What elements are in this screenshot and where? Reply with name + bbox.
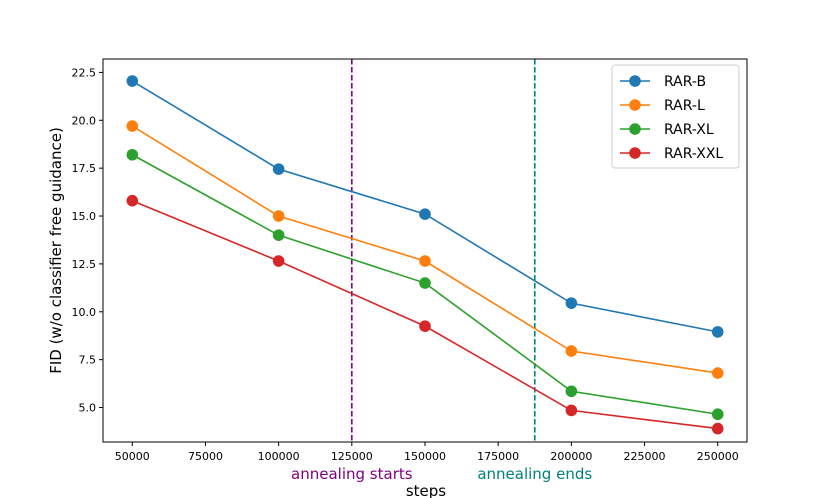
legend-item: RAR-XXL bbox=[620, 146, 723, 162]
data-point bbox=[565, 345, 578, 357]
x-axis-label: steps bbox=[406, 482, 446, 498]
plot-area: annealing starts annealing ends bbox=[126, 59, 724, 483]
data-point bbox=[272, 255, 285, 267]
y-tick-label: 22.5 bbox=[72, 66, 97, 79]
legend-item: RAR-B bbox=[620, 74, 706, 90]
data-point bbox=[272, 163, 285, 175]
legend-label: RAR-L bbox=[664, 98, 705, 114]
legend-marker bbox=[629, 123, 641, 135]
legend-item: RAR-L bbox=[620, 98, 705, 114]
data-point bbox=[419, 208, 431, 220]
y-tick-label: 7.5 bbox=[79, 354, 97, 367]
legend: RAR-B RAR-L RAR-XL RAR-XXL bbox=[611, 64, 740, 169]
y-tick-label: 12.5 bbox=[72, 258, 97, 271]
data-point bbox=[565, 297, 578, 309]
x-tick-label: 200000 bbox=[550, 450, 592, 463]
x-axis: 50000 75000 100000 125000 150000 175000 200000… bbox=[115, 442, 739, 463]
data-point bbox=[711, 326, 724, 338]
data-point bbox=[126, 120, 139, 132]
data-point bbox=[711, 408, 724, 421]
data-point bbox=[272, 210, 285, 222]
x-tick-label: 125000 bbox=[331, 450, 373, 463]
x-tick-label: 150000 bbox=[404, 450, 446, 463]
x-tick-label: 225000 bbox=[624, 450, 666, 463]
data-point bbox=[126, 75, 139, 87]
data-point bbox=[126, 194, 139, 207]
data-point bbox=[565, 385, 578, 398]
data-point bbox=[711, 422, 724, 435]
data-point bbox=[419, 277, 431, 289]
x-tick-label: 100000 bbox=[258, 450, 300, 463]
x-tick-label: 175000 bbox=[477, 450, 519, 463]
series-rar-l bbox=[126, 120, 724, 379]
y-axis-label: FID (w/o classifier free guidance) bbox=[47, 127, 65, 374]
data-point bbox=[419, 320, 431, 332]
y-tick-label: 17.5 bbox=[72, 162, 97, 175]
annotation-label: annealing starts bbox=[291, 465, 413, 483]
legend-label: RAR-XL bbox=[664, 122, 714, 138]
y-tick-label: 10.0 bbox=[72, 306, 97, 319]
x-tick-label: 75000 bbox=[188, 450, 223, 463]
x-tick-label: 250000 bbox=[697, 450, 739, 463]
data-point bbox=[272, 229, 285, 241]
legend-marker bbox=[629, 75, 641, 87]
x-tick-label: 50000 bbox=[115, 450, 150, 463]
series-rar-xxl bbox=[126, 194, 724, 435]
legend-label: RAR-XXL bbox=[664, 146, 723, 162]
legend-item: RAR-XL bbox=[620, 122, 714, 138]
legend-marker bbox=[629, 99, 641, 111]
y-tick-label: 5.0 bbox=[79, 402, 97, 415]
data-point bbox=[565, 404, 578, 417]
y-tick-label: 15.0 bbox=[72, 210, 97, 223]
annotation-label: annealing ends bbox=[477, 465, 592, 483]
legend-marker bbox=[629, 147, 641, 159]
data-point bbox=[711, 367, 724, 379]
data-point bbox=[419, 255, 431, 267]
series-rar-b bbox=[126, 75, 724, 338]
legend-box bbox=[611, 64, 740, 169]
series-rar-xl bbox=[126, 148, 724, 421]
data-point bbox=[126, 148, 139, 161]
y-tick-label: 20.0 bbox=[72, 114, 97, 127]
legend-label: RAR-B bbox=[664, 74, 706, 90]
y-axis: 5.0 7.5 10.0 12.5 15.0 17.5 20.0 22.5 bbox=[72, 66, 103, 415]
